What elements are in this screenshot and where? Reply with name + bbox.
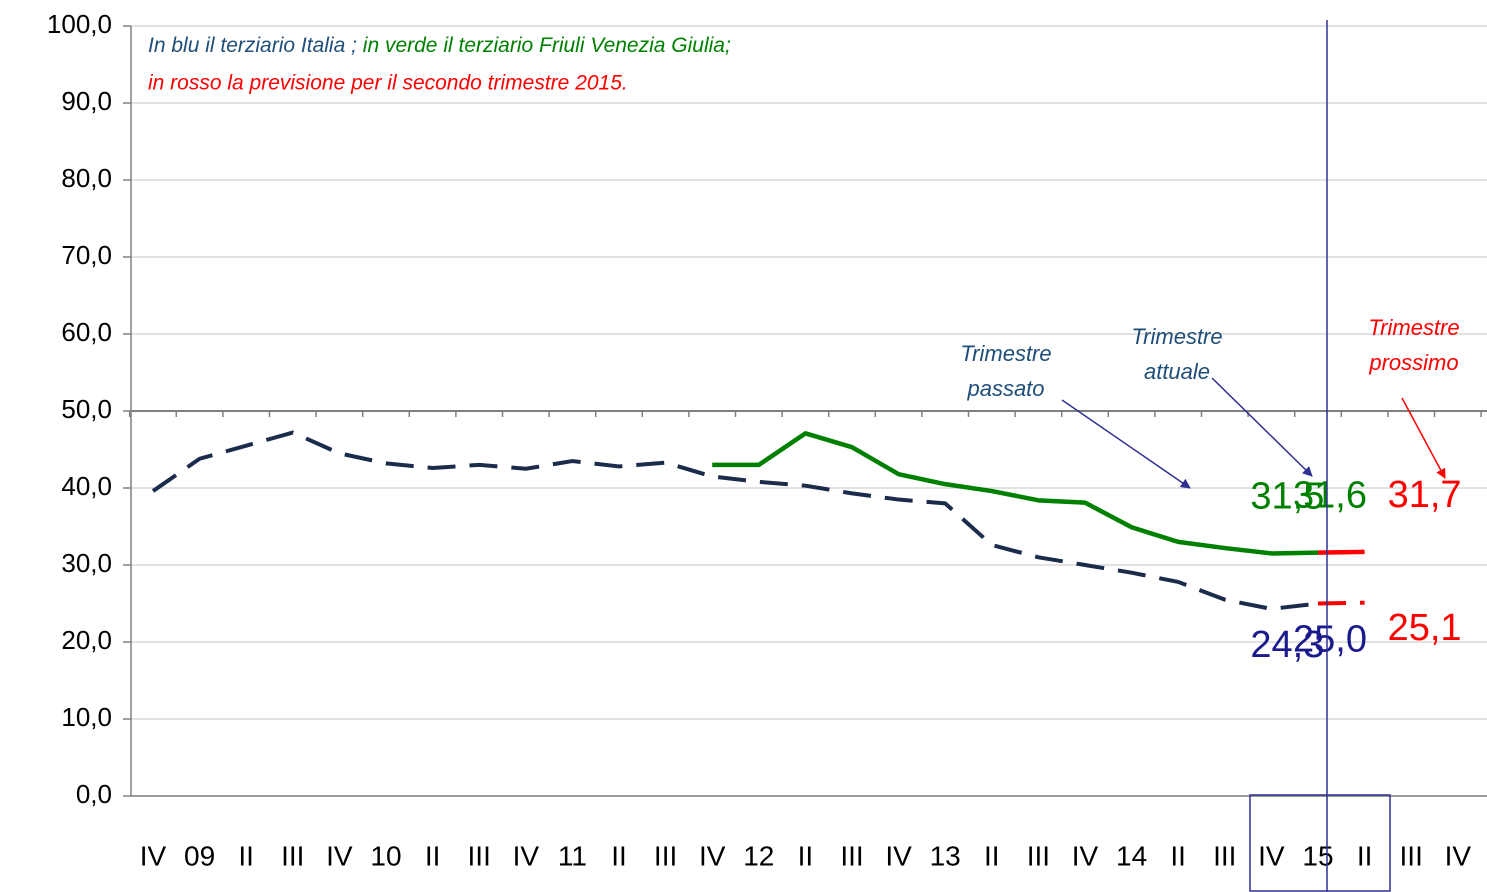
x-tick-label: III [1400, 840, 1423, 871]
y-tick-label: 10,0 [61, 702, 112, 732]
arrow [1401, 397, 1446, 479]
y-tick-label: 50,0 [61, 394, 112, 424]
y-tick-label: 60,0 [61, 317, 112, 347]
x-tick-label: IV [699, 840, 726, 871]
y-tick-label: 30,0 [61, 548, 112, 578]
x-tick-label: IV [1258, 840, 1285, 871]
data-label: 25,0 [1293, 619, 1367, 661]
data-label: 24,3 [1250, 624, 1324, 666]
x-tick-label: II [798, 840, 814, 871]
x-tick-label: II [1357, 840, 1373, 871]
x-tick-label: III [468, 840, 491, 871]
line-series [151, 430, 1319, 611]
x-tick-label: III [281, 840, 304, 871]
y-tick-label: 90,0 [61, 86, 112, 116]
x-tick-label: II [984, 840, 1000, 871]
annotation: passato [966, 376, 1044, 401]
x-tick-label: II [425, 840, 441, 871]
note-part: In blu il terziario Italia ; [148, 34, 357, 57]
data-label: 31,5 [1250, 475, 1324, 517]
x-tick-label: IV [885, 840, 912, 871]
data-label: 25,1 [1388, 607, 1462, 649]
annotation: Trimestre [1131, 324, 1222, 349]
x-tick-label: II [1170, 840, 1186, 871]
annotation: Trimestre [1368, 315, 1459, 340]
annotation: prossimo [1368, 350, 1458, 375]
x-tick-label: 13 [930, 840, 961, 871]
x-tick-label: IV [1072, 840, 1099, 871]
x-tick-label: 09 [184, 840, 215, 871]
x-tick-label: IV [326, 840, 353, 871]
x-tick-label: II [238, 840, 254, 871]
y-tick-label: 40,0 [61, 471, 112, 501]
annotation: Trimestre [960, 341, 1051, 366]
note: in rosso la previsione per il secondo tr… [148, 72, 628, 95]
arrow [1061, 399, 1191, 489]
note: In blu il terziario Italia ; in verde il… [148, 34, 731, 57]
x-tick-label: IV [1445, 840, 1472, 871]
x-tick-label: 15 [1302, 840, 1333, 871]
x-tick-label: 14 [1116, 840, 1147, 871]
line-series [712, 431, 1319, 556]
arrow [1211, 377, 1313, 477]
note-part: in verde il terziario Friuli Venezia Giu… [357, 34, 731, 57]
data-label: 31,6 [1293, 475, 1367, 517]
x-tick-label: III [1027, 840, 1050, 871]
x-tick-label: III [840, 840, 863, 871]
current-quarter-box [1249, 794, 1391, 892]
data-label: 31,7 [1388, 474, 1462, 516]
y-tick-label: 0,0 [76, 779, 112, 809]
x-tick-label: III [1213, 840, 1236, 871]
x-tick-label: IV [513, 840, 540, 871]
line-series [1317, 600, 1365, 606]
annotation: attuale [1144, 359, 1210, 384]
y-tick-label: 80,0 [61, 163, 112, 193]
y-tick-label: 20,0 [61, 625, 112, 655]
line-series [1317, 549, 1365, 555]
x-tick-label: II [611, 840, 627, 871]
x-tick-label: 10 [370, 840, 401, 871]
y-tick-label: 70,0 [61, 240, 112, 270]
x-tick-label: 12 [743, 840, 774, 871]
y-tick-label: 100,0 [47, 9, 112, 39]
x-tick-label: 11 [558, 840, 587, 871]
x-tick-label: IV [140, 840, 167, 871]
x-tick-label: III [654, 840, 677, 871]
